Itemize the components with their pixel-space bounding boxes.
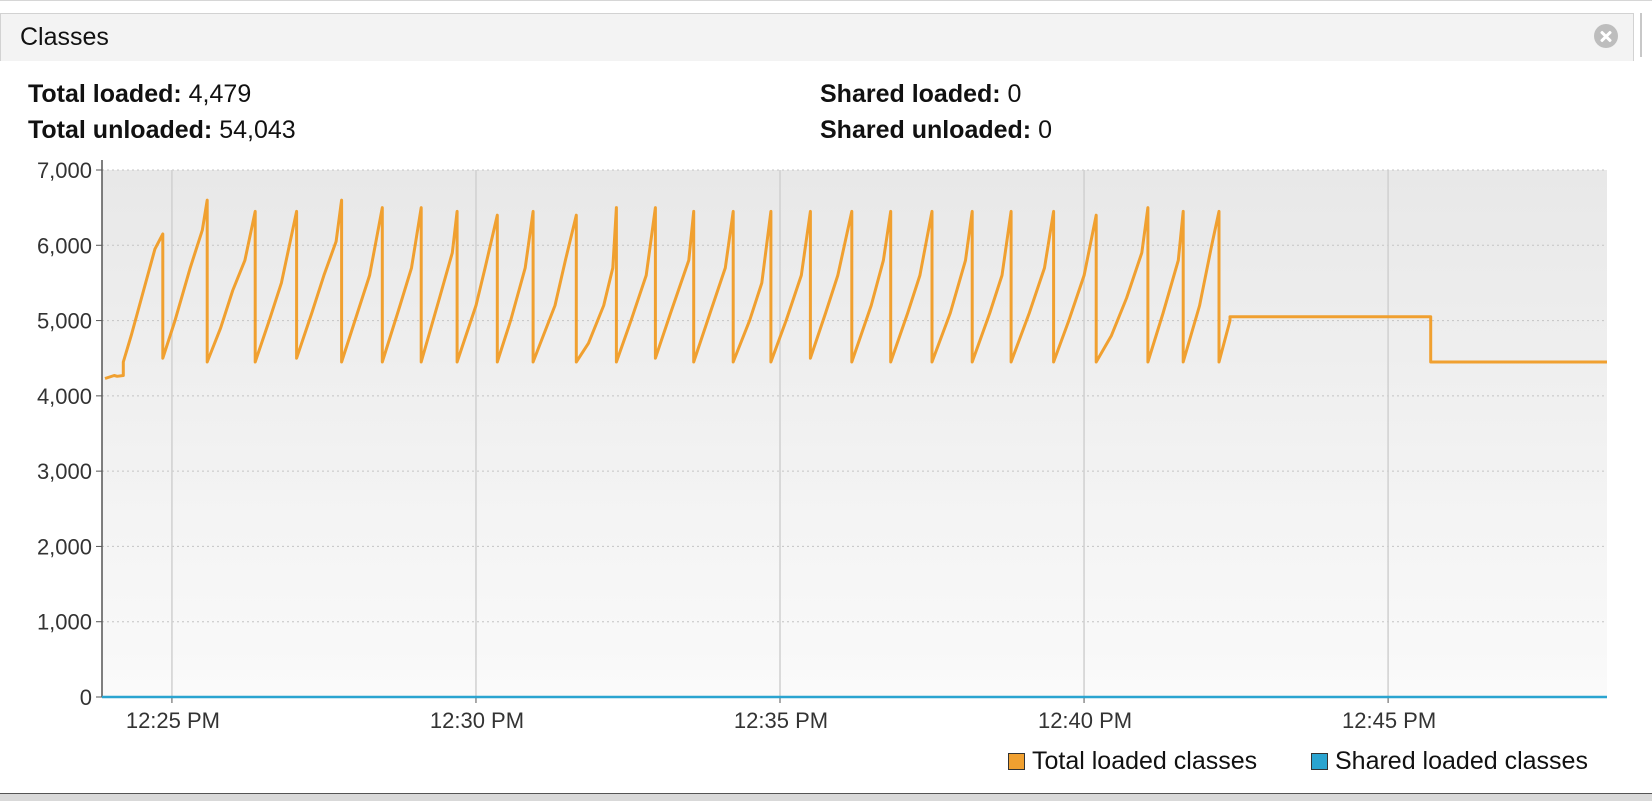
shared-loaded-stat: Shared loaded: 0	[820, 80, 1021, 109]
tab-classes[interactable]: Classes	[0, 13, 1634, 61]
legend-swatch-total	[1008, 753, 1025, 770]
total-unloaded-value: 54,043	[219, 116, 296, 144]
total-loaded-stat: Total loaded: 4,479	[28, 80, 251, 109]
x-tick-label: 12:25 PM	[126, 708, 220, 733]
y-tick-label: 4,000	[37, 384, 92, 409]
y-tick-label: 1,000	[37, 610, 92, 635]
y-tick-label: 2,000	[37, 534, 92, 559]
tab-bar: Classes	[0, 0, 1652, 62]
total-unloaded-stat: Total unloaded: 54,043	[28, 116, 296, 145]
y-tick-label: 3,000	[37, 459, 92, 484]
x-tick-label: 12:30 PM	[430, 708, 524, 733]
y-tick-label: 7,000	[37, 160, 92, 183]
y-tick-label: 5,000	[37, 309, 92, 334]
legend-swatch-shared	[1311, 753, 1328, 770]
classes-chart: 0 1,000 2,000 3,000 4,000 5,000 6,000 7,000 12:2…	[37, 160, 1607, 733]
series-line-total-loaded	[104, 198, 1607, 380]
shared-loaded-value: 0	[1007, 80, 1022, 108]
y-tick-label: 0	[80, 685, 92, 710]
legend-label-shared: Shared loaded classes	[1335, 747, 1588, 775]
legend-item-shared: Shared loaded classes	[1311, 747, 1588, 777]
total-loaded-value: 4,479	[188, 80, 252, 108]
close-icon[interactable]	[1594, 24, 1618, 48]
legend-label-total: Total loaded classes	[1032, 747, 1258, 775]
plot-area	[102, 170, 1607, 697]
total-loaded-label: Total loaded:	[28, 80, 182, 108]
shared-unloaded-stat: Shared unloaded: 0	[820, 116, 1052, 145]
shared-loaded-label: Shared loaded:	[820, 80, 1001, 108]
shared-unloaded-label: Shared unloaded:	[820, 116, 1032, 144]
x-tick-label: 12:45 PM	[1342, 708, 1436, 733]
shared-unloaded-value: 0	[1038, 116, 1052, 144]
tab-divider	[1640, 13, 1642, 57]
tab-title: Classes	[20, 23, 109, 51]
x-tick-label: 12:40 PM	[1038, 708, 1132, 733]
y-tick-label: 6,000	[37, 233, 92, 258]
total-unloaded-label: Total unloaded:	[28, 116, 213, 144]
x-tick-label: 12:35 PM	[734, 708, 828, 733]
legend-item-total: Total loaded classes	[1008, 747, 1257, 777]
bottom-scrollbar	[0, 793, 1652, 801]
